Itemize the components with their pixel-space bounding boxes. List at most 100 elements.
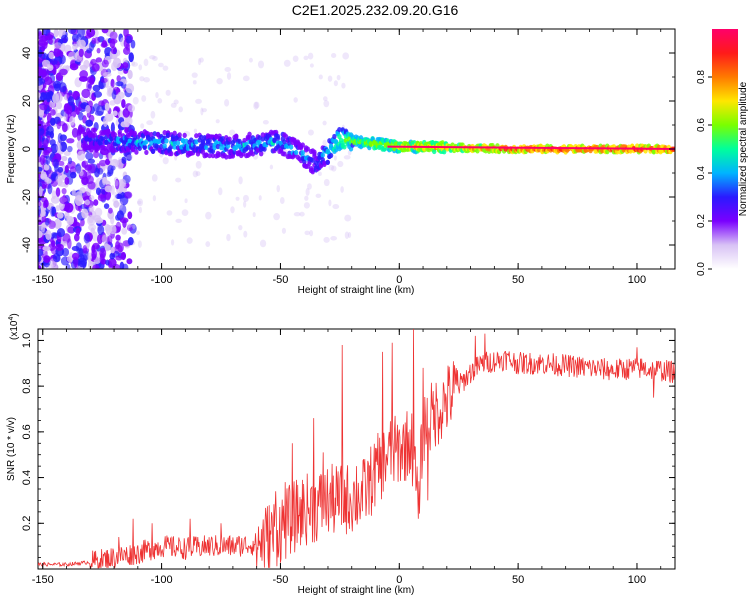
noise-blob — [181, 209, 189, 216]
snr-ytick-label: 0.4 — [21, 470, 33, 485]
noise-blob — [48, 51, 55, 60]
noise-blob — [127, 104, 136, 113]
signal-blob — [310, 167, 315, 173]
signal-blob — [320, 152, 325, 158]
noise-blob — [165, 89, 171, 96]
noise-blob — [61, 155, 68, 162]
snr-axes: -150 -100 -50 0 50 100 0.2 0.4 0.6 0.8 1.0 — [21, 329, 675, 586]
noise-blob — [318, 171, 322, 177]
noise-blob — [215, 119, 220, 124]
signal-blob — [257, 135, 262, 141]
noise-blob — [120, 178, 126, 188]
signal-blob — [628, 148, 633, 154]
noise-blob — [53, 83, 61, 92]
signal-blob — [214, 133, 219, 139]
noise-blob — [121, 227, 128, 235]
signal-blob — [219, 145, 224, 151]
signal-blob — [194, 139, 199, 145]
noise-blob — [107, 164, 114, 175]
noise-blob — [53, 29, 59, 38]
noise-blob — [116, 75, 121, 82]
noise-blob — [257, 60, 265, 69]
noise-blob — [78, 48, 84, 58]
noise-blob — [109, 100, 116, 106]
noise-blob — [78, 111, 84, 121]
signal-blob — [242, 137, 247, 144]
noise-blob — [75, 227, 81, 236]
noise-blob — [40, 173, 48, 180]
noise-blob — [199, 57, 204, 63]
noise-blob — [262, 120, 269, 125]
noise-blob — [66, 138, 75, 144]
noise-blob — [85, 105, 91, 114]
noise-blob — [59, 82, 67, 93]
signal-blob — [215, 143, 221, 150]
noise-blob — [50, 109, 56, 116]
signal-blob — [140, 133, 146, 139]
noise-blob — [112, 57, 122, 69]
noise-blob — [115, 222, 122, 227]
signal-blob — [164, 150, 169, 156]
signal-blob — [165, 132, 171, 138]
noise-blob — [71, 189, 76, 197]
signal-blob — [635, 143, 640, 149]
noise-blob — [47, 32, 55, 39]
noise-blob — [94, 207, 103, 217]
noise-blob — [41, 59, 51, 68]
noise-blob — [42, 245, 51, 252]
noise-blob — [124, 191, 133, 199]
noise-blob — [104, 185, 113, 193]
snr-xlabel: Height of straight line (km) — [298, 585, 415, 596]
noise-blob — [43, 76, 53, 86]
signal-blob — [199, 134, 204, 140]
noise-blob — [85, 152, 94, 161]
signal-blob — [124, 128, 129, 134]
noise-blob — [305, 188, 310, 196]
noise-blob — [59, 68, 68, 76]
noise-blob — [110, 216, 115, 225]
noise-blob — [115, 160, 119, 166]
noise-blob — [97, 233, 103, 245]
signal-blob — [475, 148, 480, 154]
noise-blob — [113, 200, 120, 208]
noise-blob — [137, 198, 144, 207]
noise-blob — [293, 212, 301, 217]
noise-blob — [46, 125, 54, 136]
noise-blob — [123, 47, 131, 55]
signal-blob — [260, 136, 266, 142]
signal-blob — [257, 139, 262, 145]
signal-blob — [162, 143, 167, 149]
noise-blob — [192, 170, 199, 178]
noise-blob — [102, 71, 112, 77]
noise-blob — [88, 205, 95, 213]
noise-blob — [125, 83, 135, 94]
noise-blob — [95, 57, 103, 64]
signal-blob — [288, 144, 294, 150]
noise-blob — [45, 229, 52, 241]
noise-blob — [87, 223, 97, 231]
noise-blob — [127, 237, 134, 246]
noise-blob — [279, 196, 285, 205]
noise-blob — [273, 213, 280, 221]
noise-blob — [56, 142, 62, 153]
noise-blob — [101, 40, 108, 48]
colorbar-tick-label: 0.2 — [696, 214, 707, 228]
signal-blob — [130, 147, 136, 153]
noise-blob — [192, 80, 197, 85]
noise-blob — [68, 252, 74, 262]
noise-blob — [276, 184, 281, 193]
noise-blob — [87, 163, 96, 174]
noise-blob — [195, 160, 202, 169]
noise-blob — [332, 204, 340, 210]
noise-blob — [67, 29, 77, 34]
noise-blob — [336, 74, 341, 81]
noise-blob — [115, 234, 121, 241]
noise-blob — [70, 171, 77, 179]
noise-blob — [243, 230, 248, 238]
noise-blob — [83, 59, 90, 69]
noise-blob — [39, 92, 47, 102]
noise-blob — [45, 155, 51, 166]
signal-blob — [310, 157, 315, 163]
noise-blob — [253, 101, 259, 110]
colorbar-tick-label: 0.6 — [696, 118, 707, 132]
